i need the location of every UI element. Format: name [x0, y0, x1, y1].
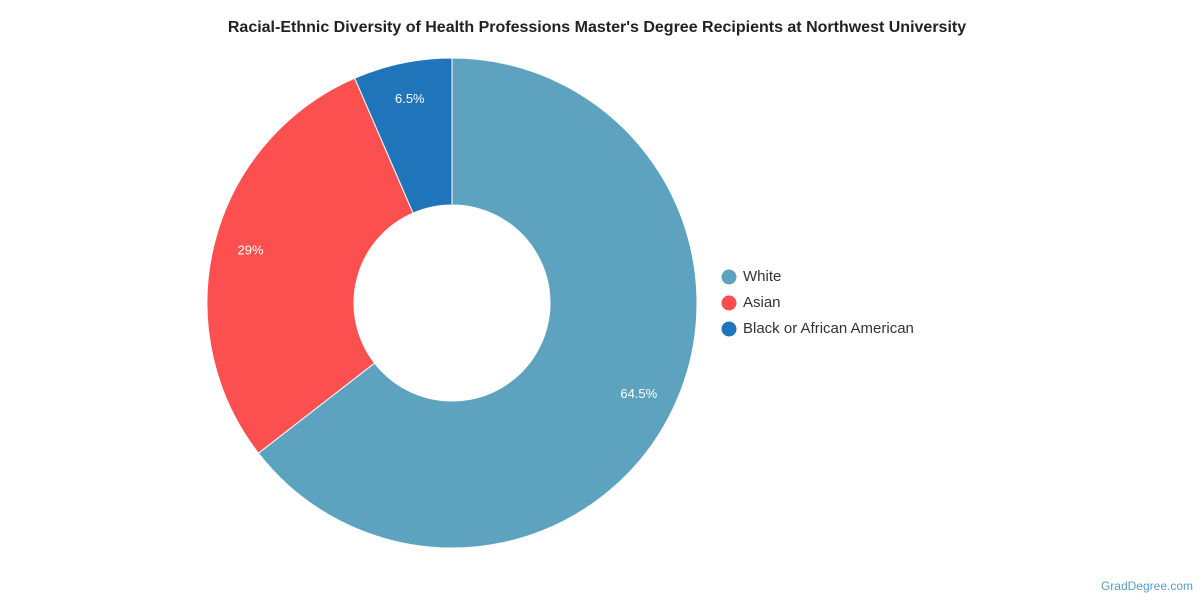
legend-label: Black or African American	[743, 320, 914, 337]
data-label: 29%	[238, 243, 264, 258]
credit: GradDegree.com	[1101, 579, 1193, 593]
data-label: 64.5%	[620, 386, 657, 401]
legend-marker	[721, 321, 737, 337]
legend-marker	[721, 295, 737, 311]
slice	[206, 77, 414, 454]
legend-label: Asian	[743, 294, 781, 311]
slice	[257, 57, 698, 549]
data-label: 6.5%	[395, 91, 425, 106]
chart-title: Racial-Ethnic Diversity of Health Profes…	[228, 19, 966, 36]
legend-marker	[721, 269, 737, 285]
slice	[354, 57, 453, 214]
legend-label: White	[743, 268, 781, 285]
